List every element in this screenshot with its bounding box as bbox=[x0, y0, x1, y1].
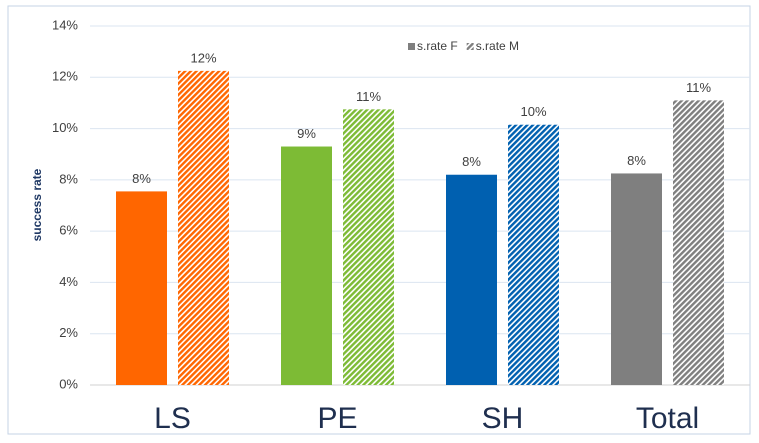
y-tick-label: 4% bbox=[59, 274, 78, 289]
value-label: 8% bbox=[132, 171, 151, 186]
y-tick-label: 10% bbox=[52, 120, 78, 135]
value-label: 10% bbox=[520, 104, 546, 119]
bar bbox=[281, 146, 332, 385]
y-tick-label: 12% bbox=[52, 69, 78, 84]
bar bbox=[343, 109, 394, 385]
bar bbox=[446, 174, 497, 385]
x-tick-label: PE bbox=[317, 402, 357, 435]
y-tick-label: 6% bbox=[59, 223, 78, 238]
value-label: 8% bbox=[627, 153, 646, 168]
bar bbox=[673, 100, 724, 385]
y-tick-label: 2% bbox=[59, 325, 78, 340]
bar bbox=[116, 191, 167, 385]
value-label: 11% bbox=[686, 80, 711, 95]
x-tick-label: Total bbox=[636, 402, 699, 435]
legend-label: s.rate F bbox=[417, 39, 458, 53]
x-tick-label: SH bbox=[482, 402, 524, 435]
legend-swatch bbox=[408, 43, 415, 50]
y-axis-label: success rate bbox=[30, 168, 44, 241]
bar bbox=[178, 70, 229, 385]
x-tick-label: LS bbox=[154, 402, 191, 435]
y-tick-label: 14% bbox=[52, 17, 78, 32]
value-label: 9% bbox=[297, 126, 316, 141]
y-tick-label: 0% bbox=[59, 376, 78, 391]
chart-frame bbox=[7, 5, 751, 435]
bar bbox=[611, 173, 662, 385]
value-label: 12% bbox=[190, 50, 216, 65]
value-label: 11% bbox=[356, 89, 381, 104]
legend-label: s.rate M bbox=[476, 39, 519, 53]
value-label: 8% bbox=[462, 154, 481, 169]
y-tick-label: 8% bbox=[59, 171, 78, 186]
bar bbox=[508, 124, 559, 385]
legend-swatch bbox=[466, 43, 474, 50]
